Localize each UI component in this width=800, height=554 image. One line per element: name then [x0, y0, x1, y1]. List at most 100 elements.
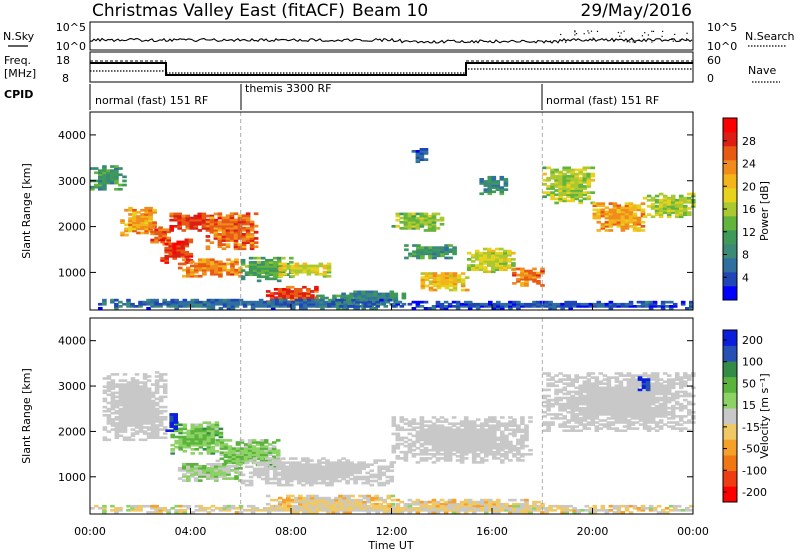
heatmap-cell [318, 498, 323, 502]
heatmap-cell [263, 439, 269, 442]
heatmap-cell [484, 446, 489, 450]
heatmap-cell [150, 383, 156, 386]
heatmap-cell [411, 214, 417, 218]
heatmap-cell [411, 420, 417, 423]
heatmap-cell [602, 409, 608, 412]
heatmap-cell [650, 386, 656, 390]
heatmap-cell [504, 436, 509, 440]
heatmap-cell [424, 272, 430, 275]
heatmap-cell [202, 268, 207, 272]
heatmap-cell [582, 427, 588, 430]
colorbar-swatch [723, 118, 737, 133]
heatmap-cell [210, 270, 215, 274]
heatmap-cell [202, 262, 207, 266]
heatmap-cell [420, 284, 426, 288]
heatmap-cell [294, 292, 299, 295]
heatmap-cell [106, 418, 112, 421]
heatmap-cell [574, 376, 579, 379]
heatmap-cell [666, 386, 672, 390]
heatmap-cell [566, 378, 571, 381]
heatmap-cell [182, 302, 188, 306]
heatmap-cell [674, 203, 680, 206]
heatmap-cell [455, 428, 461, 432]
colorbar-tick-label: 4 [742, 271, 749, 284]
heatmap-cell [443, 459, 449, 462]
heatmap-cell [443, 457, 449, 460]
heatmap-cell [546, 409, 551, 412]
heatmap-cell [670, 417, 676, 420]
heatmap-cell [154, 230, 159, 234]
heatmap-cell [504, 434, 509, 438]
heatmap-cell [403, 453, 409, 456]
heatmap-cell [370, 502, 375, 506]
heatmap-cell [574, 386, 579, 390]
heatmap-cell [223, 451, 229, 454]
heatmap-cell [328, 298, 333, 302]
heatmap-cell [683, 198, 688, 202]
colorbar-swatch [723, 174, 737, 189]
heatmap-cell [424, 250, 429, 254]
heatmap-cell [634, 384, 640, 388]
nsearch-dot [592, 37, 594, 39]
heatmap-cell [646, 402, 652, 406]
heatmap-cell [596, 229, 602, 232]
heatmap-cell [524, 302, 529, 306]
heatmap-cell [322, 500, 327, 504]
heatmap-cell [654, 386, 660, 390]
heatmap-cell [570, 382, 575, 385]
heatmap-cell [670, 392, 676, 396]
heatmap-cell [94, 183, 99, 187]
heatmap-cell [674, 211, 680, 214]
heatmap-cell [266, 302, 272, 306]
heatmap-cell [546, 193, 551, 197]
heatmap-cell [134, 420, 140, 423]
heatmap-cell [423, 420, 429, 423]
heatmap-cell [114, 416, 120, 419]
heatmap-cell [666, 390, 672, 394]
heatmap-cell [256, 269, 262, 272]
heatmap-cell [110, 177, 115, 181]
heatmap-cell [218, 435, 224, 439]
heatmap-cell [189, 218, 195, 222]
heatmap-cell [460, 284, 466, 288]
heatmap-cell [166, 302, 171, 306]
heatmap-cell [281, 467, 286, 471]
heatmap-cell [281, 461, 286, 464]
heatmap-cell [512, 273, 517, 277]
heatmap-cell [488, 418, 493, 421]
heatmap-cell [416, 254, 421, 258]
heatmap-cell [126, 305, 131, 308]
heatmap-cell [255, 453, 261, 456]
heatmap-cell [419, 225, 425, 228]
heatmap-cell [206, 433, 212, 437]
heatmap-cell [606, 380, 612, 383]
heatmap-cell [586, 406, 592, 410]
heatmap-cell [130, 434, 136, 437]
heatmap-cell [598, 380, 604, 383]
heatmap-cell [205, 247, 211, 251]
heatmap-cell [419, 438, 425, 442]
heatmap-cell [574, 191, 579, 194]
heatmap-cell [260, 256, 266, 260]
heatmap-cell [221, 235, 227, 238]
heatmap-cell [590, 174, 596, 178]
heatmap-cell [439, 216, 445, 220]
heatmap-cell [435, 502, 441, 506]
heatmap-cell [282, 296, 287, 299]
heatmap-cell [214, 429, 220, 433]
heatmap-cell [146, 405, 152, 409]
heatmap-cell [285, 481, 290, 485]
heatmap-cell [230, 477, 235, 480]
heatmap-cell [162, 391, 168, 395]
heatmap-cell [654, 425, 660, 428]
heatmap-cell [420, 250, 425, 254]
heatmap-cell [683, 209, 688, 212]
heatmap-cell [500, 448, 505, 452]
heatmap-cell [503, 251, 508, 255]
heatmap-cell [269, 504, 275, 508]
heatmap-cell [170, 298, 175, 302]
nave-label: Nave [748, 64, 776, 77]
heatmap-cell [606, 388, 612, 392]
heatmap-cell [662, 200, 668, 204]
heatmap-cell [612, 305, 618, 308]
